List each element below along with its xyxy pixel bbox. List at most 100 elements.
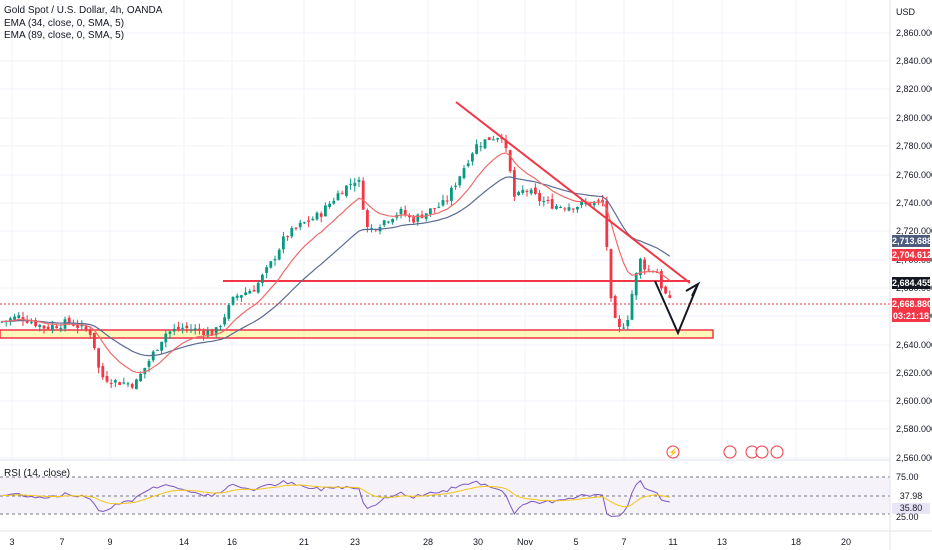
price-axis-label: 2,780.000	[896, 141, 932, 151]
candle-body	[437, 206, 441, 208]
us-flag-icon[interactable]	[755, 445, 769, 459]
candle-body	[542, 201, 546, 203]
candle-body	[231, 296, 235, 305]
price-axis-label: 2,760.000	[896, 170, 932, 180]
candle-body	[609, 249, 613, 299]
candle-body	[93, 332, 96, 349]
candle-body	[76, 324, 79, 328]
candle-body	[25, 320, 29, 323]
candle-body	[412, 217, 415, 223]
candle-body	[555, 206, 558, 209]
candle-body	[160, 341, 163, 351]
candle-body	[576, 206, 579, 210]
candle-body	[487, 137, 491, 141]
price-axis-label: 2,560.000	[896, 453, 932, 463]
candle-body	[101, 366, 105, 378]
candle-body	[34, 320, 37, 327]
candle-body	[639, 258, 642, 276]
price-axis-label: 2,640.000	[896, 340, 932, 350]
price-axis-label: 2,840.000	[896, 56, 932, 66]
rsi-ma-value-tag: 35.80	[892, 503, 930, 514]
candle-body	[13, 316, 16, 321]
event-icons[interactable]: ⚡	[666, 445, 784, 459]
candle-body	[17, 315, 21, 318]
ema89-line	[2, 176, 671, 357]
candle-body	[664, 286, 667, 294]
candle-body	[479, 146, 483, 148]
candle-body	[597, 200, 600, 202]
candle-body	[189, 329, 193, 331]
candle-body	[592, 201, 596, 206]
candle-body	[88, 330, 92, 335]
candle-body	[605, 200, 609, 247]
candle-body	[315, 212, 319, 220]
candle-body	[244, 292, 247, 295]
candle-body	[286, 236, 289, 238]
candle-body	[122, 382, 126, 384]
symbol-title[interactable]: Gold Spot / U.S. Dollar, 4h, OANDA	[4, 5, 163, 16]
candle-body	[634, 273, 638, 296]
dividend-icon[interactable]	[666, 445, 680, 459]
candle-body	[193, 328, 197, 331]
candle-body	[584, 203, 588, 205]
candle-body	[525, 190, 529, 192]
time-axis-label: 20	[840, 537, 851, 547]
price-axis-label: 2,820.000	[896, 84, 932, 94]
candle-body	[324, 205, 327, 217]
candle-body	[269, 261, 273, 268]
candle-body	[181, 327, 184, 329]
candle-body	[403, 209, 407, 216]
time-axis-label: 11	[668, 537, 678, 547]
candle-body	[130, 384, 134, 388]
candle-body	[252, 290, 256, 292]
candle-body	[307, 220, 310, 222]
chart-legend: Gold Spot / U.S. Dollar, 4h, OANDA EMA (…	[4, 5, 162, 43]
candle-body	[534, 187, 537, 194]
rsi-level-low: 25.00	[896, 512, 919, 522]
candle-body	[458, 176, 462, 186]
ema89-legend[interactable]: EMA (89, close, 0, SMA, 5)	[4, 30, 125, 41]
candle-body	[223, 317, 226, 325]
projection-path	[654, 280, 701, 336]
rsi-label[interactable]: RSI (14, close)	[4, 468, 71, 479]
candle-body	[387, 221, 390, 223]
candle-body	[353, 182, 357, 187]
candle-body	[546, 200, 550, 202]
candle-body	[496, 138, 499, 140]
candle-body	[345, 185, 348, 196]
candle-body	[626, 319, 630, 327]
candle-body	[399, 208, 403, 215]
time-axis-label: 28	[422, 537, 433, 547]
price-axis-label: 2,720.000	[896, 226, 932, 236]
support-zone	[0, 329, 714, 339]
countdown-tag: 03:21:18	[892, 310, 930, 322]
us-flag-icon[interactable]	[723, 445, 737, 459]
us-flag-icon[interactable]	[770, 445, 784, 459]
candle-body	[366, 210, 369, 227]
time-axis-label: 3	[9, 537, 15, 547]
candle-body	[42, 325, 46, 329]
candle-body	[265, 267, 268, 273]
ema34-legend[interactable]: EMA (34, close, 0, SMA, 5)	[4, 17, 125, 29]
candle-body	[349, 183, 352, 185]
price-axis-label: 2,580.000	[896, 424, 932, 434]
candle-body	[563, 208, 567, 210]
candle-body	[483, 139, 487, 149]
candle-body	[433, 208, 436, 210]
candle-body	[408, 215, 411, 218]
candle-body	[462, 168, 466, 179]
price-axis-label: 2,800.000	[896, 113, 932, 123]
last-price-tag: 2,684.455	[892, 277, 932, 289]
price-axis-label: 2,620.000	[896, 368, 932, 378]
candle-body	[210, 330, 214, 336]
candle-body	[382, 220, 386, 226]
candle-body	[38, 324, 42, 327]
candle-body	[109, 383, 113, 385]
candle-body	[513, 170, 516, 197]
currency-label[interactable]: USD	[896, 7, 916, 17]
candle-body	[282, 236, 285, 250]
candle-body	[466, 163, 470, 167]
candle-body	[294, 227, 298, 229]
candle-body	[303, 222, 306, 224]
